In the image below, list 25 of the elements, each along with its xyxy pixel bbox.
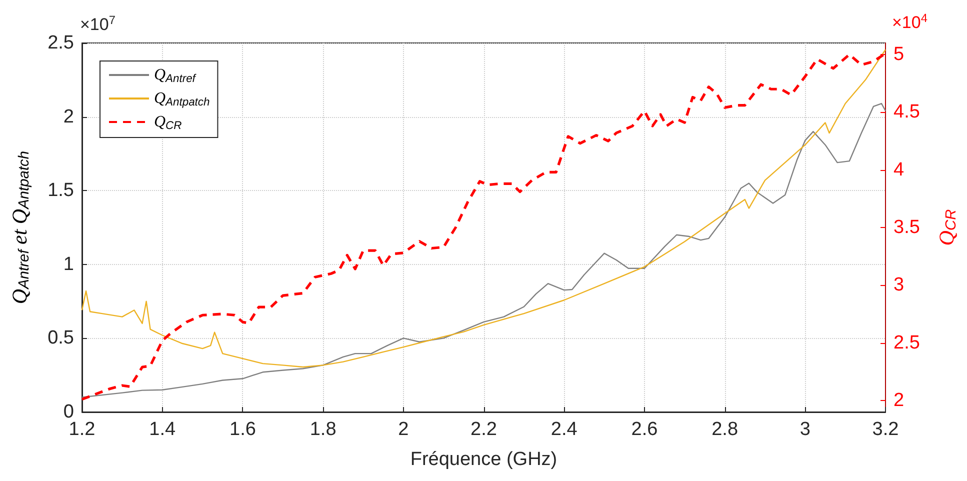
- y-tick-label: 2: [63, 106, 74, 128]
- x-tick-label: 1.8: [310, 419, 336, 440]
- x-tick-label: 2.8: [712, 419, 738, 440]
- y2-tick-label: 3: [894, 274, 904, 296]
- y-tick-label: 2.5: [48, 32, 74, 54]
- y2-tick-label: 4.5: [894, 102, 920, 123]
- y-tick-label: 1.5: [48, 180, 74, 202]
- y-axis-title: QAntref et QAntpatch: [7, 150, 32, 304]
- y2-tick-label: 2.5: [894, 332, 920, 354]
- x-tick-label: 2.2: [470, 419, 497, 440]
- x-axis-title: Fréquence (GHz): [410, 449, 558, 470]
- y2-tick-label: 4: [894, 159, 904, 180]
- y2-tick-label: 2: [894, 390, 904, 411]
- x-tick-label: 3.2: [872, 419, 899, 440]
- x-tick-label: 1.6: [229, 419, 256, 440]
- y-tick-label: 0.5: [48, 328, 74, 349]
- x-tick-label: 2.4: [550, 419, 578, 440]
- x-tick-label: 2: [398, 419, 409, 440]
- y2-axis-title: QCR: [934, 208, 960, 246]
- x-tick-label: 2.6: [631, 419, 658, 440]
- y2-tick-label: 3.5: [894, 217, 920, 238]
- y2-tick-label: 5: [894, 44, 904, 66]
- x-tick-label: 1.4: [149, 419, 176, 440]
- x-tick-label: 3: [800, 419, 810, 440]
- y-tick-label: 1: [63, 254, 74, 275]
